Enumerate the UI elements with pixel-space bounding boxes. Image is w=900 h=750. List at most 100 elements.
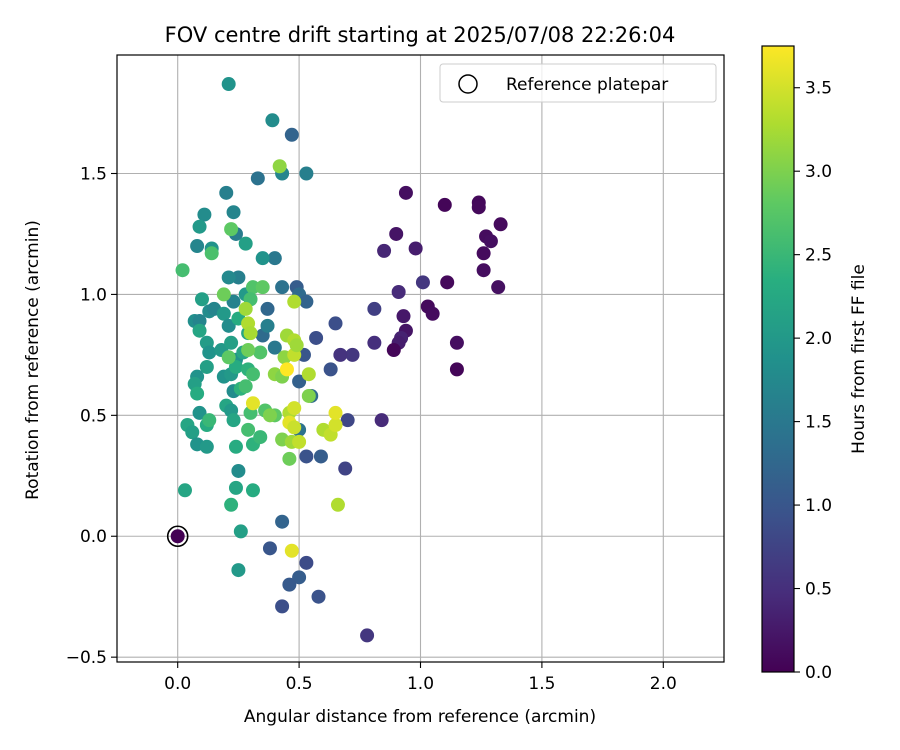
legend: Reference platepar <box>439 63 717 103</box>
data-point <box>226 413 241 428</box>
data-point <box>299 294 314 309</box>
data-point <box>221 350 236 365</box>
data-point <box>275 599 290 614</box>
data-point <box>175 263 190 278</box>
data-point <box>377 243 392 258</box>
colorbar-tick-label: 3.5 <box>805 79 832 99</box>
data-point <box>415 275 430 290</box>
data-point <box>253 345 268 360</box>
data-point <box>219 185 234 200</box>
chart-title: FOV centre drift starting at 2025/07/08 … <box>165 23 676 47</box>
data-point <box>391 284 406 299</box>
data-point <box>204 246 219 261</box>
data-point <box>265 113 280 128</box>
data-point <box>313 449 328 464</box>
data-point <box>190 386 205 401</box>
data-point <box>491 280 506 295</box>
y-tick-label: −0.5 <box>66 648 107 668</box>
data-point <box>216 306 231 321</box>
data-point <box>340 413 355 428</box>
data-point <box>224 497 239 512</box>
data-point <box>228 359 243 374</box>
data-point <box>202 345 217 360</box>
data-point <box>345 347 360 362</box>
data-point <box>245 483 260 498</box>
data-point <box>185 425 200 440</box>
data-point <box>260 318 275 333</box>
data-point <box>333 347 348 362</box>
data-point <box>440 275 455 290</box>
data-point <box>202 413 217 428</box>
data-point <box>199 359 214 374</box>
data-point <box>299 449 314 464</box>
data-point <box>449 362 464 377</box>
data-point <box>311 589 326 604</box>
data-point <box>267 251 282 266</box>
data-point <box>374 413 389 428</box>
x-tick-label: 2.0 <box>650 674 677 694</box>
data-point <box>299 555 314 570</box>
data-point <box>389 226 404 241</box>
data-point <box>296 347 311 362</box>
data-point <box>224 335 239 350</box>
data-point <box>289 338 304 353</box>
data-point <box>301 388 316 403</box>
data-point <box>367 335 382 350</box>
data-point <box>190 239 205 254</box>
data-point <box>228 439 243 454</box>
data-point <box>228 480 243 495</box>
data-point <box>238 379 253 394</box>
data-points <box>170 77 508 643</box>
data-point <box>226 294 241 309</box>
data-point <box>194 292 209 307</box>
data-point <box>437 197 452 212</box>
data-point <box>284 543 299 558</box>
legend-reference-marker <box>458 74 478 94</box>
x-axis-label: Angular distance from reference (arcmin) <box>244 707 596 727</box>
colorbar-tick-label: 1.0 <box>805 496 832 516</box>
data-point <box>260 301 275 316</box>
data-point <box>253 430 268 445</box>
colorbar-tick-label: 1.5 <box>805 413 832 433</box>
y-axis-ticks: −0.5 0.0 0.5 1.0 1.5 <box>66 164 117 668</box>
data-point <box>238 301 253 316</box>
data-point <box>192 405 207 420</box>
x-tick-label: 0.5 <box>286 674 313 694</box>
data-point <box>267 340 282 355</box>
colorbar-label: Hours from first FF file <box>849 264 869 454</box>
legend-box <box>439 63 717 103</box>
y-tick-label: 0.0 <box>80 527 107 547</box>
data-point <box>275 514 290 529</box>
data-point <box>287 420 302 435</box>
data-point <box>338 461 353 476</box>
data-point <box>476 246 491 261</box>
data-point <box>275 280 290 295</box>
data-point <box>287 401 302 416</box>
data-point <box>330 497 345 512</box>
colorbar-tick-label: 3.0 <box>805 162 832 182</box>
data-point <box>221 318 236 333</box>
data-point <box>408 241 423 256</box>
data-point <box>192 323 207 338</box>
reference-platepar-marker <box>166 525 189 548</box>
data-point <box>272 159 287 174</box>
data-point <box>328 418 343 433</box>
data-point <box>192 314 207 329</box>
data-point <box>199 439 214 454</box>
data-point <box>255 280 270 295</box>
data-point <box>262 408 277 423</box>
data-point <box>292 374 307 389</box>
data-point <box>231 270 246 285</box>
colorbar-tick-label: 0.0 <box>805 663 832 683</box>
data-point <box>192 219 207 234</box>
data-point <box>197 207 212 222</box>
data-point <box>328 316 343 331</box>
data-point <box>231 463 246 478</box>
data-point <box>476 263 491 278</box>
data-point <box>425 306 440 321</box>
data-point <box>449 335 464 350</box>
data-point <box>284 127 299 142</box>
x-tick-label: 0.0 <box>164 674 191 694</box>
data-point <box>262 541 277 556</box>
